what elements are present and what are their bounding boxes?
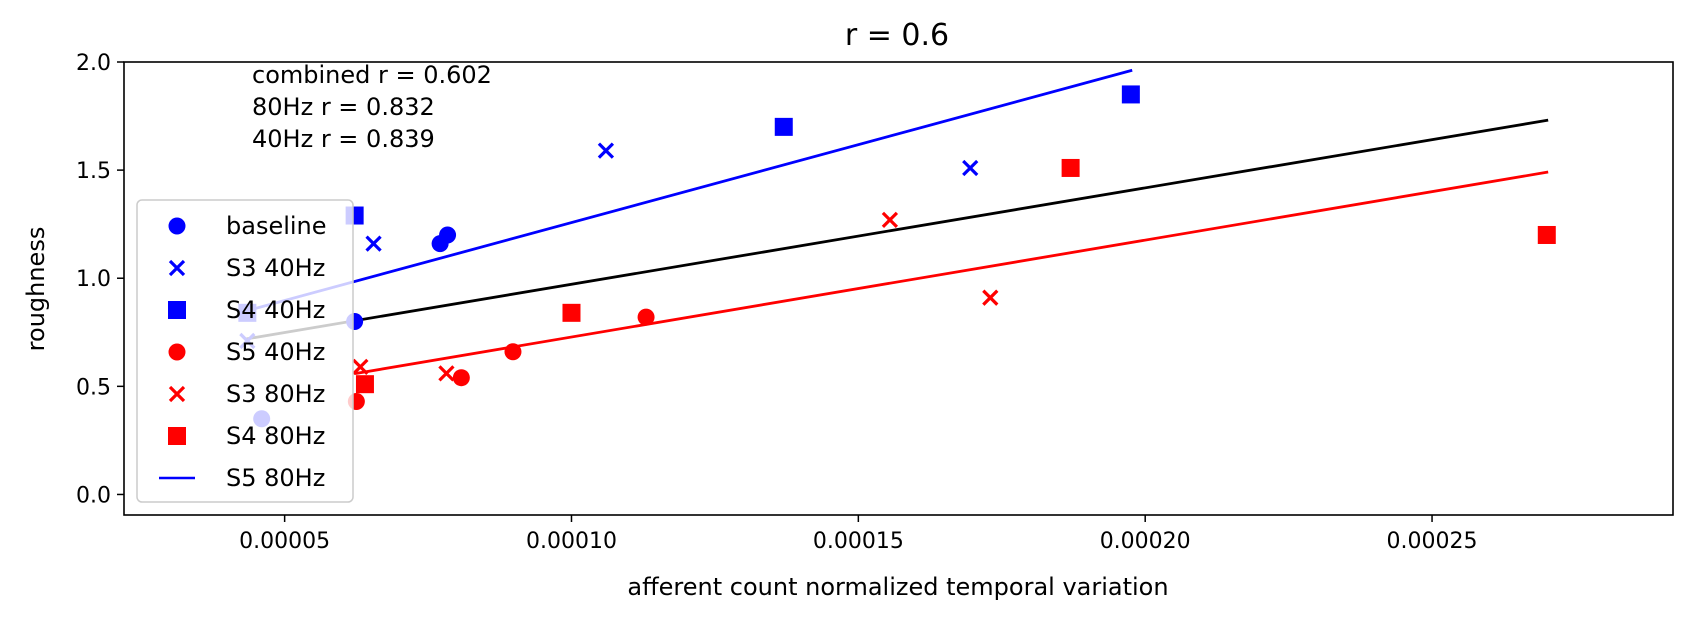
- fit-lines: [245, 68, 1549, 375]
- y-tick-label: 0.0: [76, 483, 111, 508]
- legend-label-s4-80hz: S4 80Hz: [226, 422, 325, 450]
- point-s4-80hz-2: [1061, 158, 1080, 177]
- fit-line-2: [354, 170, 1549, 375]
- point-s4-80hz-3: [1537, 225, 1556, 244]
- legend-label-s3-40hz: S3 40Hz: [226, 254, 325, 282]
- legend-marker-s3-40hz: [168, 259, 186, 277]
- legend-label-s3-80hz: S3 80Hz: [226, 380, 325, 408]
- x-tick-label: 0.00005: [239, 529, 330, 554]
- x-tick-label: 0.00025: [1387, 529, 1478, 554]
- point-s3-80hz-1: [438, 365, 455, 382]
- point-s3-80hz-2: [881, 211, 899, 228]
- legend-label-baseline: baseline: [226, 212, 327, 240]
- point-s3-40hz-1: [365, 235, 382, 252]
- x-axis-label: afferent count normalized temporal varia…: [627, 573, 1168, 601]
- legend: baseline S3 40Hz S4 40Hz S5 40Hz S3 80Hz S4 8…: [136, 199, 354, 503]
- legend-marker-s4-80hz: [168, 427, 186, 445]
- x-tick-label: 0.00010: [526, 529, 617, 554]
- legend-label-s4-40hz: S4 40Hz: [226, 296, 325, 324]
- point-s4-40hz-3: [1121, 85, 1140, 104]
- legend-marker-baseline: [168, 217, 186, 235]
- point-s3-40hz-2: [597, 142, 615, 159]
- point-s3-80hz-3: [982, 289, 999, 306]
- chart-title: r = 0.6: [845, 18, 949, 53]
- x-tick-label: 0.00020: [1100, 529, 1191, 554]
- point-s3-80hz-0: [352, 358, 369, 376]
- fit-line-1: [245, 118, 1549, 341]
- annotations: combined r = 0.602 80Hz r = 0.832 40Hz r…: [252, 61, 492, 153]
- legend-marker-s4-40hz: [168, 301, 186, 319]
- point-s5-40hz-3: [637, 308, 655, 326]
- legend-box: [136, 199, 354, 503]
- legend-label-s5-80hz: S5 80Hz: [226, 464, 325, 492]
- y-tick-label: 1.0: [76, 267, 111, 292]
- point-s4-80hz-1: [562, 303, 581, 322]
- plot-frame: [123, 61, 1674, 516]
- point-s4-80hz-0: [355, 375, 374, 394]
- y-tick-label: 1.5: [76, 159, 111, 184]
- x-tick-label: 0.00015: [813, 529, 904, 554]
- y-axis-label: roughness: [22, 227, 50, 352]
- legend-marker-s5-40hz: [168, 343, 186, 361]
- point-s5-40hz-2: [504, 343, 522, 361]
- y-tick-label: 2.0: [76, 51, 111, 76]
- axis-ticks: 0.00005 0.00010 0.00015 0.00020 0.00025 0.0 0.…: [76, 51, 1478, 554]
- point-baseline-3: [439, 226, 457, 244]
- point-s5-40hz-1: [452, 369, 470, 387]
- annotation-80hz-r: 80Hz r = 0.832: [252, 93, 435, 121]
- point-s3-40hz-3: [962, 159, 979, 177]
- fit-line-0: [245, 68, 1133, 313]
- y-tick-label: 0.5: [76, 375, 111, 400]
- data-points: [238, 85, 1556, 428]
- legend-label-s5-40hz: S5 40Hz: [226, 338, 325, 366]
- annotation-40hz-r: 40Hz r = 0.839: [252, 125, 435, 153]
- annotation-combined-r: combined r = 0.602: [252, 61, 492, 89]
- point-s4-40hz-2: [774, 117, 793, 136]
- legend-marker-s3-80hz: [168, 385, 186, 403]
